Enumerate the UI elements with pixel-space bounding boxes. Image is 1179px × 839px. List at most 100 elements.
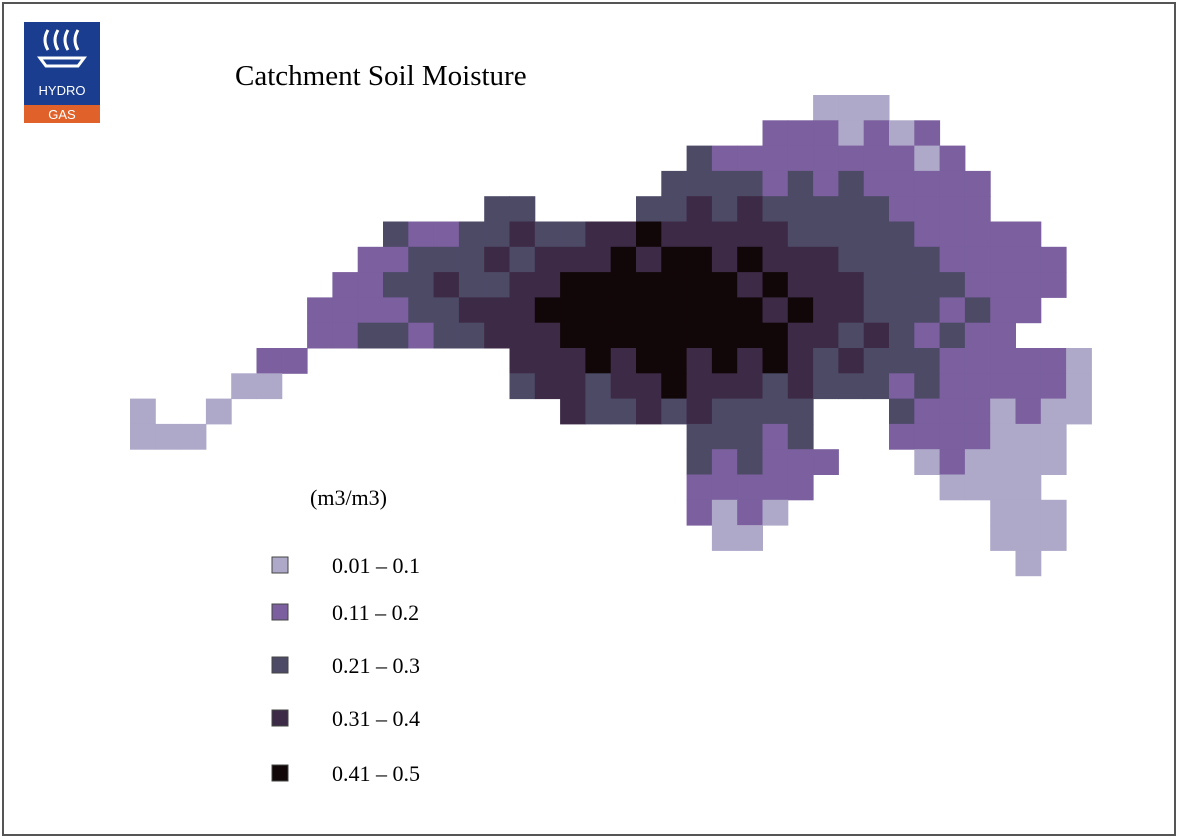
map-cell [787,297,814,324]
map-cell [939,474,966,501]
map-cell [509,322,536,349]
map-cell [458,272,485,298]
map-cell [1040,373,1067,400]
map-cell [737,525,763,551]
map-cell [939,322,966,349]
map-cell [1015,474,1042,501]
map-cell [661,221,688,248]
logo-sub: GAS [48,107,76,122]
map-cell [686,297,713,324]
map-cell [1066,348,1092,374]
map-cell [914,373,941,400]
map-cell [990,297,1016,324]
map-cell [484,297,510,324]
map-cell [964,246,991,273]
legend-swatch [271,603,289,621]
map-cell [433,322,460,349]
map-cell [433,221,460,248]
map-cell [686,322,713,349]
map-cell [1015,221,1042,248]
map-cell [762,170,789,197]
map-cell [1040,499,1067,526]
map-cell [130,423,156,450]
map-cell [534,246,561,273]
logo-box [24,22,100,105]
map-cell [686,474,713,501]
map-cell [509,373,536,400]
map-cell [711,474,738,501]
map-cell [711,145,738,172]
map-cell [484,221,510,248]
map-cell [560,272,586,298]
map-cell [737,297,763,324]
map-cell [737,196,763,222]
map-cell [737,348,763,374]
map-cell [711,297,738,324]
map-cell [787,398,814,425]
map-cell [610,246,637,273]
map-cell [458,297,485,324]
map-cell [509,221,536,248]
map-cell [130,398,156,425]
map-cell [711,525,738,551]
map-cell [610,322,637,349]
map-cell [737,474,763,501]
map-cell [889,297,915,324]
map-cell [838,221,865,248]
map-cell [534,272,561,298]
map-cell [433,246,460,273]
map-cell [610,348,637,374]
map-cell [813,170,839,197]
map-cell [990,348,1016,374]
map-cell [231,373,257,400]
map-cell [711,348,738,374]
map-cell [509,297,536,324]
map-cell [787,373,814,400]
map-cell [661,348,688,374]
map-cell [484,322,510,349]
map-cell [787,246,814,273]
legend: 0.01 – 0.1 0.11 – 0.2 0.21 – 0.3 0.31 – 0.4… [271,553,420,786]
map-cell [787,221,814,248]
map-cell [889,348,915,374]
map-cell [1015,246,1042,273]
map-cell [357,246,384,273]
map-cell [762,145,789,172]
map-cell [939,449,966,475]
map-cell [610,272,637,298]
map-cell [787,145,814,172]
map-cell [762,348,789,374]
map-cell [787,348,814,374]
map-cell [408,272,435,298]
map-cell [964,398,991,425]
map-cell [661,373,688,400]
map-cell [863,221,890,248]
map-cell [711,398,738,425]
map-cell [737,449,763,475]
map-cell [661,398,688,425]
map-cell [560,348,586,374]
map-cell [813,246,839,273]
map-cell [863,246,890,273]
legend-label: 0.31 – 0.4 [332,706,420,731]
map-cell [889,196,915,222]
map-cell [585,373,612,400]
map-cell [737,373,763,400]
map-cell [889,272,915,298]
map-cell [711,221,738,248]
map-cell [863,120,890,147]
map-cell [534,297,561,324]
map-cell [686,246,713,273]
map-cell [787,322,814,349]
logo-band [24,105,100,123]
map-cell [813,322,839,349]
map-cell [686,348,713,374]
legend-swatch [271,709,289,727]
map-cell [357,272,384,298]
map-cell [762,474,789,501]
map-cell [787,272,814,298]
map-cell [307,297,333,324]
map-cell [585,297,612,324]
map-cell [686,272,713,298]
map-cell [509,272,536,298]
